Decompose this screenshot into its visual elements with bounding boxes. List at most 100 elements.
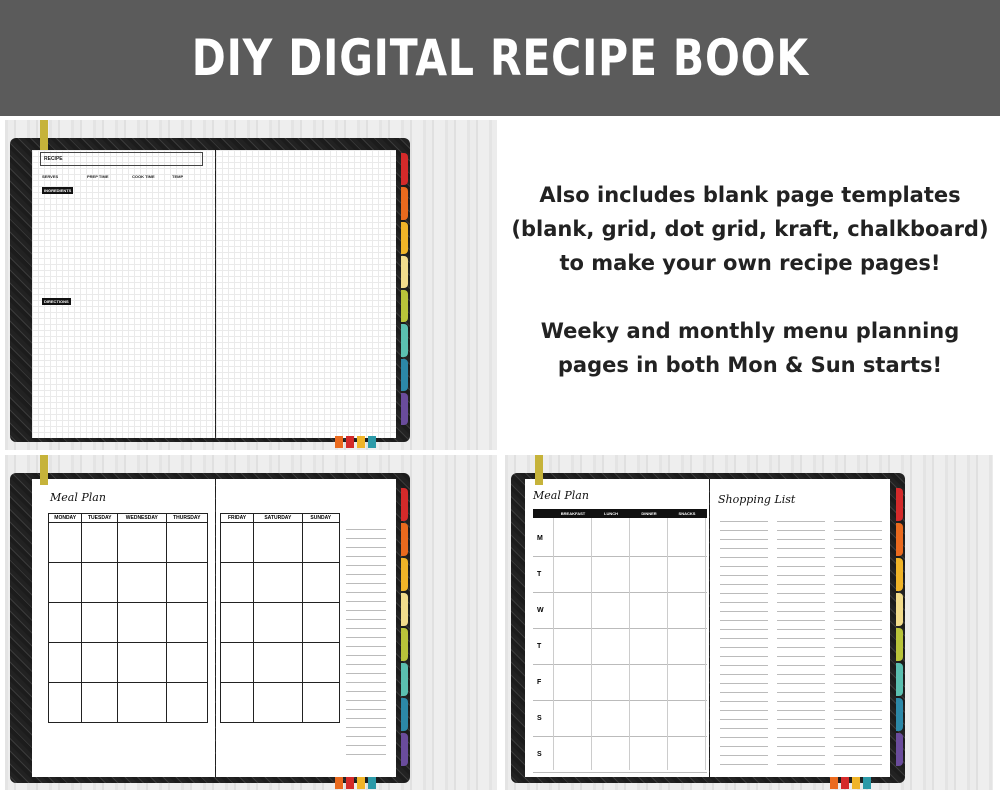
shopping-list-title: Shopping List xyxy=(718,493,796,506)
shopping-line xyxy=(834,602,882,603)
book: Meal Plan MONDAY TUESDAY WEDNESDAY THURSDAY… xyxy=(10,473,410,789)
section-tab[interactable] xyxy=(896,628,903,661)
day-cell[interactable] xyxy=(301,562,340,603)
bottom-tab[interactable] xyxy=(335,436,343,448)
bottom-tab[interactable] xyxy=(368,777,376,789)
day-cell[interactable] xyxy=(301,642,340,683)
shopping-line xyxy=(777,656,825,657)
bottom-tab[interactable] xyxy=(852,777,860,789)
day-cell[interactable] xyxy=(81,522,119,563)
day-cell[interactable] xyxy=(253,522,303,563)
bottom-tab[interactable] xyxy=(357,777,365,789)
day-cell[interactable] xyxy=(253,642,303,683)
shopping-line xyxy=(834,764,882,765)
temp-label: TEMP xyxy=(172,174,184,179)
section-tab[interactable] xyxy=(401,153,408,186)
week-row xyxy=(219,522,340,563)
section-tab[interactable] xyxy=(896,558,903,591)
day-cell[interactable] xyxy=(165,522,208,563)
day-cell[interactable] xyxy=(117,522,167,563)
bottom-tab[interactable] xyxy=(357,436,365,448)
shopping-line xyxy=(834,548,882,549)
section-tab[interactable] xyxy=(401,290,408,323)
bottom-tab[interactable] xyxy=(335,777,343,789)
day-cell[interactable] xyxy=(81,602,119,643)
section-tab[interactable] xyxy=(401,558,408,591)
bottom-tab[interactable] xyxy=(841,777,849,789)
shopping-line xyxy=(777,737,825,738)
bottom-tab[interactable] xyxy=(346,436,354,448)
right-page: Shopping List xyxy=(710,479,890,777)
weekly-title: Meal Plan xyxy=(50,491,106,504)
section-tab[interactable] xyxy=(401,593,408,626)
day-cell[interactable] xyxy=(117,602,167,643)
shopping-line xyxy=(777,566,825,567)
week-row xyxy=(47,682,208,723)
section-tab[interactable] xyxy=(401,255,408,288)
right-page: FRIDAY SATURDAY SUNDAY xyxy=(216,479,396,777)
day-cell[interactable] xyxy=(219,642,255,683)
shopping-line xyxy=(720,755,768,756)
day-cell[interactable] xyxy=(301,522,340,563)
shopping-line xyxy=(834,521,882,522)
note-line xyxy=(346,556,386,557)
day-cell[interactable] xyxy=(81,682,119,723)
day-cell[interactable] xyxy=(301,602,340,643)
section-tab[interactable] xyxy=(401,663,408,696)
section-tab[interactable] xyxy=(401,523,408,556)
day-cell[interactable] xyxy=(219,522,255,563)
day-header: MONDAY xyxy=(47,513,83,523)
day-label: W xyxy=(537,607,544,614)
day-cell[interactable] xyxy=(47,602,83,643)
shopping-line xyxy=(720,665,768,666)
section-tab[interactable] xyxy=(401,392,408,425)
section-tab[interactable] xyxy=(896,593,903,626)
section-tab[interactable] xyxy=(401,358,408,391)
shopping-line xyxy=(720,548,768,549)
day-cell[interactable] xyxy=(117,642,167,683)
section-tab[interactable] xyxy=(896,523,903,556)
shopping-line xyxy=(834,692,882,693)
day-cell[interactable] xyxy=(117,682,167,723)
day-cell[interactable] xyxy=(219,562,255,603)
day-cell[interactable] xyxy=(165,562,208,603)
note-line xyxy=(346,745,386,746)
day-header: SUNDAY xyxy=(301,513,340,523)
day-cell[interactable] xyxy=(219,602,255,643)
section-tab[interactable] xyxy=(401,221,408,254)
day-cell[interactable] xyxy=(165,642,208,683)
day-cell[interactable] xyxy=(47,642,83,683)
section-tab[interactable] xyxy=(401,698,408,731)
day-cell[interactable] xyxy=(117,562,167,603)
day-cell[interactable] xyxy=(81,562,119,603)
section-tab[interactable] xyxy=(401,733,408,766)
day-cell[interactable] xyxy=(253,602,303,643)
bottom-tab[interactable] xyxy=(346,777,354,789)
day-cell[interactable] xyxy=(47,682,83,723)
day-cell[interactable] xyxy=(47,562,83,603)
shopping-line xyxy=(777,539,825,540)
day-cell[interactable] xyxy=(165,602,208,643)
bottom-tab[interactable] xyxy=(830,777,838,789)
bookmark-ribbon xyxy=(535,455,543,485)
section-tab[interactable] xyxy=(896,698,903,731)
shopping-line xyxy=(720,764,768,765)
day-cell[interactable] xyxy=(253,562,303,603)
day-cell[interactable] xyxy=(47,522,83,563)
section-tab[interactable] xyxy=(896,733,903,766)
section-tab[interactable] xyxy=(401,187,408,220)
recipe-title-box[interactable]: RECIPE xyxy=(40,152,203,166)
day-cell[interactable] xyxy=(165,682,208,723)
day-cell[interactable] xyxy=(81,642,119,683)
day-cell[interactable] xyxy=(301,682,340,723)
section-tab[interactable] xyxy=(401,324,408,357)
day-label: M xyxy=(537,535,543,542)
bottom-tab[interactable] xyxy=(863,777,871,789)
section-tab[interactable] xyxy=(401,628,408,661)
day-cell[interactable] xyxy=(219,682,255,723)
section-tab[interactable] xyxy=(896,663,903,696)
section-tab[interactable] xyxy=(896,488,903,521)
day-cell[interactable] xyxy=(253,682,303,723)
bottom-tab[interactable] xyxy=(368,436,376,448)
section-tab[interactable] xyxy=(401,488,408,521)
